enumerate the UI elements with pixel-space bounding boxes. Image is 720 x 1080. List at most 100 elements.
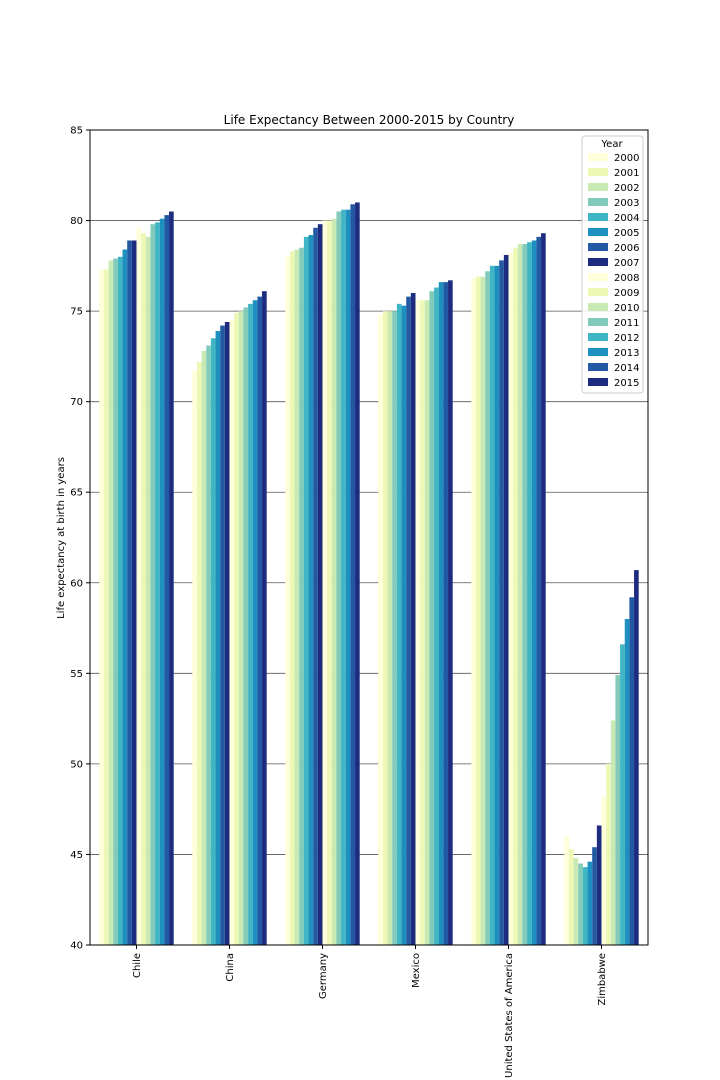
legend-swatch [588,318,608,326]
bar-2005-2 [308,235,314,946]
bar-2008-5 [601,796,607,945]
bar-2015-0 [169,211,174,945]
bar-2005-5 [587,861,593,945]
bar-2015-1 [262,291,267,945]
legend-swatch [588,303,608,311]
bar-2001-3 [382,311,388,945]
bar-2000-4 [471,278,476,945]
bar-2007-0 [131,240,137,946]
bar-2006-2 [313,227,318,946]
y-tick-label: 40 [70,941,83,952]
bar-2004-5 [582,867,588,945]
bar-2008-0 [136,227,142,946]
bar-2009-2 [327,220,332,945]
legend-swatch [588,288,608,296]
y-tick-label: 75 [70,307,83,318]
bar-2005-3 [401,305,407,945]
bar-2015-2 [355,202,360,945]
legend-swatch [588,348,608,356]
bar-2015-5 [634,570,639,945]
bar-2000-1 [192,370,197,945]
bar-2002-4 [480,276,486,945]
legend-swatch [588,363,608,371]
bar-2005-4 [494,265,500,946]
x-tick-label: United States of America [504,953,515,1078]
bar-2002-2 [294,249,300,945]
legend-label: 2009 [614,288,639,299]
legend-label: 2001 [614,168,639,179]
bar-2008-1 [229,320,235,945]
bar-2009-5 [606,763,611,945]
x-tick-label: China [225,953,236,982]
y-axis: 40 45 50 55 60 65 70 75 80 85 [70,126,90,952]
bar-2013-5 [624,619,630,945]
bar-2006-5 [592,847,597,945]
bar-2014-3 [443,282,449,945]
bar-2012-5 [620,644,625,945]
bar-2011-1 [243,307,249,945]
legend-label: 2000 [614,153,639,164]
bar-2011-2 [336,211,342,945]
bar-2003-4 [485,271,490,945]
bar-2002-3 [387,311,393,945]
bar-2010-0 [145,236,151,946]
bar-2003-5 [578,863,583,945]
bar-2004-2 [303,236,309,946]
legend-swatch [588,198,608,206]
bar-2004-4 [489,265,495,946]
bar-2013-0 [159,218,165,946]
bar-2013-4 [531,240,537,946]
bar-2004-0 [117,256,123,945]
legend-swatch [588,213,608,221]
bar-2003-0 [113,258,118,946]
bars [99,202,639,946]
y-tick-label: 45 [70,850,83,861]
bar-2002-1 [201,350,207,946]
bar-2006-4 [499,260,504,945]
x-tick-label: Mexico [411,953,422,988]
bar-2008-3 [415,300,421,945]
y-tick-label: 55 [70,669,83,680]
bar-2012-2 [341,209,346,945]
legend-label: 2014 [614,363,639,374]
legend-swatch [588,333,608,341]
chart-title: Life Expectancy Between 2000-2015 by Cou… [224,113,515,127]
bar-2012-3 [434,287,439,945]
bar-2011-4 [522,244,528,946]
bar-2000-0 [99,269,104,946]
bar-2006-1 [220,325,225,946]
legend-swatch [588,183,608,191]
bar-2013-3 [438,282,444,945]
bar-2010-5 [610,720,616,945]
legend-label: 2010 [614,303,639,314]
legend-label: 2015 [614,378,639,389]
bar-2004-1 [210,338,216,945]
legend-swatch [588,168,608,176]
y-axis-label: Life expectancy at birth in years [56,457,67,619]
bar-2008-2 [322,220,328,945]
x-tick-label: Zimbabwe [597,953,608,1006]
bar-2003-2 [299,247,304,946]
bar-2011-3 [429,291,435,945]
gridlines [90,220,648,855]
legend-label: 2004 [614,213,639,224]
bar-2012-1 [248,303,253,945]
bar-2000-2 [285,256,290,945]
y-tick-label: 80 [70,216,83,227]
y-tick-label: 70 [70,397,83,408]
bar-2007-4 [503,254,509,946]
bar-2010-1 [238,311,244,945]
bar-2004-3 [396,303,402,945]
y-tick-label: 85 [70,126,83,137]
legend-swatch [588,153,608,161]
bar-2005-0 [122,249,128,945]
plot-area [89,129,649,946]
x-tick-label: Germany [318,953,329,999]
bar-2003-3 [392,311,397,945]
y-tick-label: 65 [70,488,83,499]
bar-2001-5 [568,849,574,945]
bar-2011-5 [615,675,621,945]
bar-2001-1 [196,361,202,945]
bar-2003-1 [206,345,211,945]
x-axis: Chile China Germany Mexico United States of … [132,945,608,1078]
